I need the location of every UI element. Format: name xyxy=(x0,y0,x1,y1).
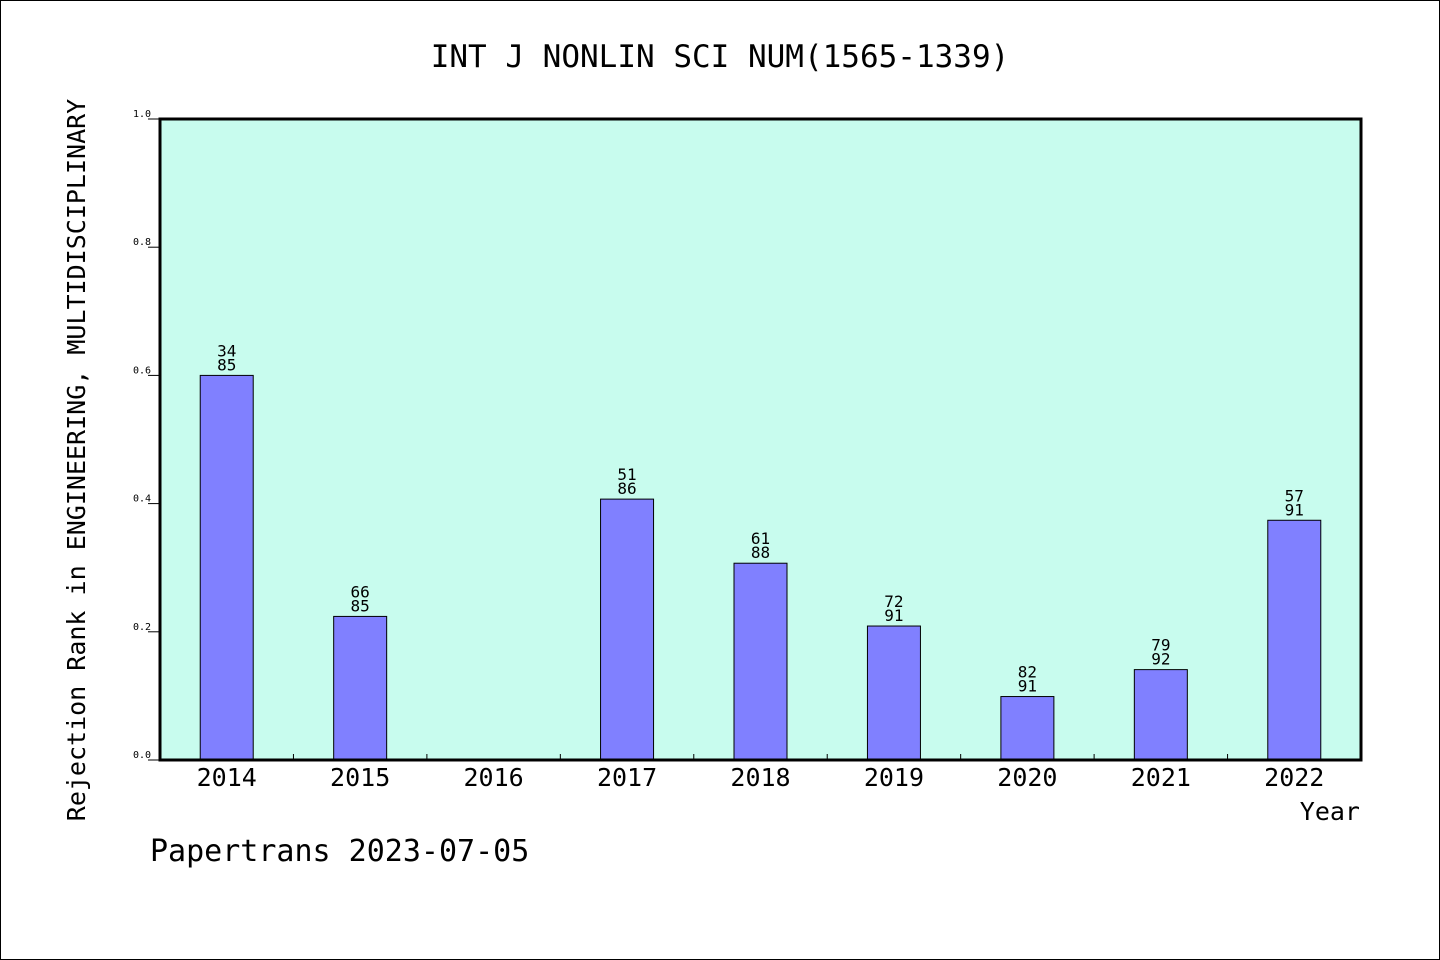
y-tick-label: 0.0 xyxy=(133,750,151,761)
x-tick-label: 2016 xyxy=(464,763,524,792)
bar-2022 xyxy=(1267,519,1322,761)
bar-label-total: 92 xyxy=(1151,650,1170,669)
x-tick-label: 2022 xyxy=(1264,763,1324,792)
bar-label-rank: 34 xyxy=(217,341,236,360)
bar-2019 xyxy=(866,625,921,761)
bar-label-total: 86 xyxy=(617,479,636,498)
bar-2014 xyxy=(199,374,254,761)
bar-label-rank: 61 xyxy=(751,529,770,548)
x-tick-label: 2014 xyxy=(197,763,257,792)
chart-title: INT J NONLIN SCI NUM(1565-1339) xyxy=(431,39,1010,75)
bar-label-rank: 79 xyxy=(1151,636,1170,655)
bar-2021 xyxy=(1133,669,1188,761)
x-tick-label: 2019 xyxy=(864,763,924,792)
x-tick-label: 2021 xyxy=(1131,763,1191,792)
x-tick-label: 2015 xyxy=(330,763,390,792)
x-axis-label: Year xyxy=(1300,797,1360,826)
x-tick-label: 2018 xyxy=(730,763,790,792)
bar-label-total: 88 xyxy=(751,543,770,562)
bar-label-rank: 57 xyxy=(1285,486,1304,505)
bar-label-rank: 66 xyxy=(351,582,370,601)
x-tick-label: 2020 xyxy=(997,763,1057,792)
bar-label-total: 91 xyxy=(884,606,903,625)
x-tick-label: 2017 xyxy=(597,763,657,792)
bar-label-total: 85 xyxy=(217,355,236,374)
bar-label-rank: 51 xyxy=(617,465,636,484)
bar-2020 xyxy=(1000,696,1055,761)
bar-label-rank: 72 xyxy=(884,592,903,611)
y-tick-label: 0.6 xyxy=(133,365,151,376)
plot-border xyxy=(158,117,1363,762)
bar-2015 xyxy=(333,615,388,761)
bar-label-total: 91 xyxy=(1018,677,1037,696)
y-tick-label: 0.2 xyxy=(133,622,151,633)
bar-label-total: 85 xyxy=(351,596,370,615)
y-tick-label: 0.4 xyxy=(133,494,151,505)
bar-2018 xyxy=(733,562,788,761)
bar-label-total: 91 xyxy=(1285,500,1304,519)
footer-credit: Papertrans 2023-07-05 xyxy=(150,834,530,869)
bar-2017 xyxy=(600,498,655,761)
y-tick-label: 1.0 xyxy=(133,109,151,120)
y-tick-label: 0.8 xyxy=(133,237,151,248)
y-axis-label: Rejection Rank in ENGINEERING, MULTIDISC… xyxy=(62,99,91,821)
bar-label-rank: 82 xyxy=(1018,663,1037,682)
